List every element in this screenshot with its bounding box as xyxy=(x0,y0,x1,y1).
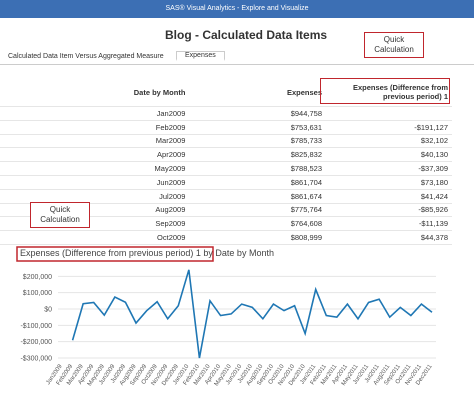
table-cell: Apr2009 xyxy=(0,147,190,163)
table-row: Jun2009 $861,704 $73,180 xyxy=(0,175,452,190)
table-cell: $32,102 xyxy=(326,134,452,149)
table-cell: -$191,127 xyxy=(326,120,452,135)
table-row: Feb2009 $753,631 -$191,127 xyxy=(0,120,452,135)
column-header: Date by Month xyxy=(0,78,190,107)
tab[interactable]: Expenses xyxy=(176,51,225,61)
report-title: Blog - Calculated Data Items xyxy=(165,28,328,42)
table-cell: Oct2009 xyxy=(0,230,190,245)
table-cell: $753,631 xyxy=(189,120,326,135)
table-cell: $44,378 xyxy=(326,230,452,245)
chart: Expenses (Difference from previous perio… xyxy=(16,246,436,387)
table-cell: $861,704 xyxy=(189,175,326,190)
table-cell: Feb2009 xyxy=(0,120,190,135)
table-cell: Mar2009 xyxy=(0,134,190,149)
highlight-box xyxy=(320,78,450,104)
chart-title: Expenses (Difference from previous perio… xyxy=(20,248,274,258)
table-cell: -$11,139 xyxy=(326,216,452,232)
table-row: Jul2009 $861,674 $41,424 xyxy=(0,189,452,204)
table-cell: $41,424 xyxy=(326,189,452,204)
table-cell: Jun2009 xyxy=(0,175,190,190)
table-cell xyxy=(326,106,452,121)
column-header: Expenses (Difference from previous perio… xyxy=(326,78,452,107)
y-tick-label: -$200,000 xyxy=(20,339,52,346)
table-cell: $808,999 xyxy=(189,230,326,245)
table-cell: $861,674 xyxy=(189,189,326,204)
table-cell: $785,733 xyxy=(189,134,326,149)
highlight-box xyxy=(16,246,214,262)
table-cell: $788,523 xyxy=(189,161,326,176)
table-cell: -$85,926 xyxy=(326,203,452,218)
table-row: Oct2009 $808,999 $44,378 xyxy=(0,230,452,245)
app-bar: SAS® Visual Analytics - Explore and Visu… xyxy=(0,0,474,18)
callout: Quick Calculation xyxy=(364,32,424,58)
y-tick-label: $100,000 xyxy=(23,290,52,297)
table-cell: $764,608 xyxy=(189,216,326,232)
y-tick-label: $0 xyxy=(44,307,52,314)
table-cell: $40,130 xyxy=(326,147,452,163)
table-cell: $73,180 xyxy=(326,175,452,190)
callout: Quick Calculation xyxy=(30,202,90,228)
table-row: Jan2009 $944,758 xyxy=(0,106,452,121)
table-row: Mar2009 $785,733 $32,102 xyxy=(0,134,452,149)
tab-bar: Calculated Data Item Versus Aggregated M… xyxy=(0,50,474,65)
y-tick-label: $200,000 xyxy=(23,274,52,281)
table-cell: Sep2009 xyxy=(0,216,190,232)
y-tick-label: -$300,000 xyxy=(20,356,52,363)
y-tick-label: -$100,000 xyxy=(20,323,52,330)
tab[interactable]: Calculated Data Item Versus Aggregated M… xyxy=(8,53,164,60)
table-cell: Jul2009 xyxy=(0,189,190,204)
table-cell: -$37,309 xyxy=(326,161,452,176)
table-row: Apr2009 $825,832 $40,130 xyxy=(0,147,452,163)
table-cell: $775,764 xyxy=(189,203,326,218)
table-cell: Aug2009 xyxy=(0,203,190,218)
line xyxy=(71,269,433,359)
table-row: May2009 $788,523 -$37,309 xyxy=(0,161,452,176)
table-cell: Jan2009 xyxy=(0,106,190,121)
data-table: Date by Month Expenses Expenses (Differenc… xyxy=(0,78,452,245)
table-cell: $825,832 xyxy=(189,147,326,163)
table-cell: $944,758 xyxy=(189,106,326,121)
column-header: Expenses xyxy=(189,78,326,107)
table-cell: May2009 xyxy=(0,161,190,176)
